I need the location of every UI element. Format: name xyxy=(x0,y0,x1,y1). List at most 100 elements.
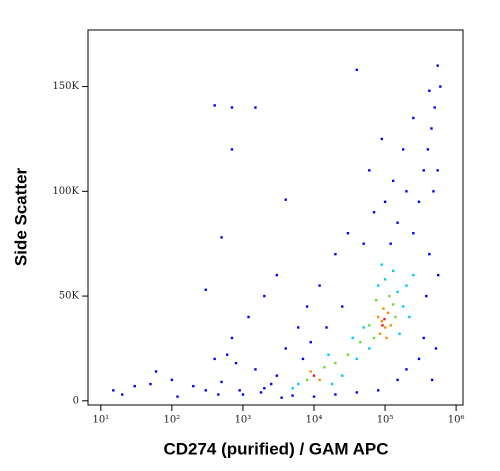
point xyxy=(389,242,392,245)
point xyxy=(133,384,136,388)
point xyxy=(275,374,279,377)
y-tick-label: 150K xyxy=(52,81,79,92)
point xyxy=(234,361,238,365)
x-tick-label: 10² xyxy=(164,415,181,426)
y-tick-label: 50K xyxy=(59,291,80,302)
point xyxy=(374,299,378,302)
point xyxy=(396,290,399,294)
point xyxy=(309,340,312,344)
point xyxy=(380,320,384,323)
point xyxy=(425,294,428,298)
point xyxy=(309,370,312,373)
point xyxy=(426,148,430,151)
point xyxy=(355,357,358,361)
point xyxy=(334,361,337,365)
point xyxy=(380,263,384,266)
point xyxy=(376,315,380,319)
point xyxy=(241,393,245,396)
x-tick-label: 10⁶ xyxy=(448,415,465,426)
point xyxy=(230,106,234,109)
point xyxy=(297,382,300,386)
point xyxy=(346,232,350,235)
point xyxy=(412,116,415,120)
point xyxy=(405,190,408,193)
point xyxy=(254,106,257,109)
point xyxy=(368,324,371,327)
point xyxy=(280,396,283,399)
point xyxy=(230,148,234,151)
point xyxy=(394,315,397,319)
point xyxy=(412,273,415,277)
point xyxy=(428,89,431,92)
point xyxy=(192,384,195,388)
point xyxy=(275,273,279,277)
point xyxy=(412,232,415,235)
point xyxy=(220,380,223,384)
point xyxy=(382,307,385,310)
point xyxy=(401,148,405,151)
point xyxy=(259,391,263,394)
point xyxy=(422,169,425,172)
point xyxy=(355,391,358,394)
point xyxy=(398,332,401,335)
point xyxy=(291,387,294,390)
point xyxy=(351,336,354,340)
point xyxy=(436,169,439,172)
point xyxy=(305,305,309,308)
point xyxy=(386,311,390,315)
point xyxy=(359,340,362,344)
point xyxy=(213,104,216,107)
point xyxy=(176,395,179,398)
point xyxy=(291,394,294,397)
point xyxy=(430,378,434,382)
point xyxy=(355,68,358,72)
point xyxy=(372,336,376,340)
point xyxy=(112,389,115,392)
point xyxy=(417,200,421,203)
point xyxy=(430,127,433,130)
x-tick-label: 10⁴ xyxy=(306,415,323,426)
point xyxy=(417,357,421,361)
point xyxy=(170,378,174,382)
point xyxy=(330,382,334,386)
point xyxy=(121,393,124,396)
point xyxy=(376,389,380,392)
point xyxy=(346,353,350,356)
y-tick-label: 100K xyxy=(52,186,79,197)
point xyxy=(383,200,387,203)
point xyxy=(383,278,387,281)
point xyxy=(383,326,387,329)
point xyxy=(327,353,330,356)
point xyxy=(362,242,365,245)
point xyxy=(376,284,380,287)
point xyxy=(225,353,229,356)
point xyxy=(401,305,405,308)
point xyxy=(301,357,305,361)
point xyxy=(396,378,399,382)
point xyxy=(263,387,266,390)
point xyxy=(434,347,438,350)
point xyxy=(368,347,371,350)
point xyxy=(254,368,257,371)
point xyxy=(383,317,386,321)
x-tick-label: 10⁵ xyxy=(377,415,394,426)
point xyxy=(341,305,344,308)
point xyxy=(334,252,337,256)
point xyxy=(323,366,326,369)
point xyxy=(372,211,376,214)
point xyxy=(388,294,391,298)
point xyxy=(270,382,273,386)
point xyxy=(378,332,382,335)
x-axis-title: CD274 (purified) / GAM APC xyxy=(163,439,388,458)
point xyxy=(391,303,395,306)
point xyxy=(341,374,344,377)
point xyxy=(396,221,399,224)
point xyxy=(312,374,316,377)
point xyxy=(238,389,241,392)
point xyxy=(284,347,287,350)
point xyxy=(220,236,223,239)
point xyxy=(391,179,395,183)
point xyxy=(380,137,384,141)
